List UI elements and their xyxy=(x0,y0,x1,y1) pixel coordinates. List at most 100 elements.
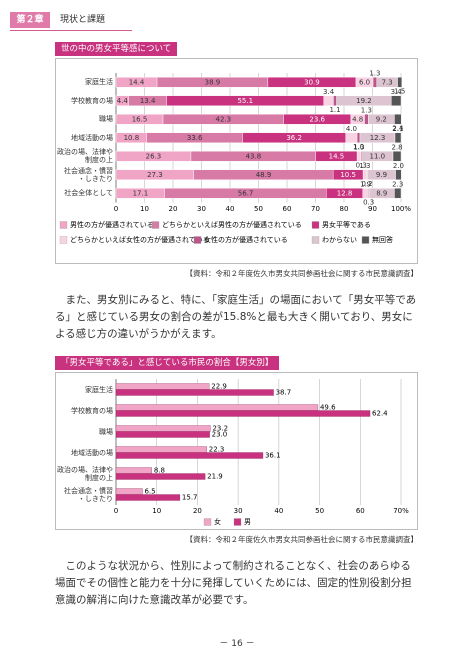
x-tick-label: 60 xyxy=(283,205,292,213)
legend-swatch xyxy=(361,236,370,244)
x-tick-label: 60 xyxy=(356,507,365,515)
data-label: 1.3 xyxy=(369,69,380,77)
chapter-label: 第２章 xyxy=(10,12,50,28)
x-tick-label: 30 xyxy=(197,205,206,213)
data-label: 1.1 xyxy=(329,106,340,114)
data-label: 12.3 xyxy=(370,134,386,142)
x-tick-label: 30 xyxy=(234,507,243,515)
data-label: 12.8 xyxy=(337,189,353,197)
bar-segment xyxy=(364,114,369,125)
bar-segment xyxy=(395,169,402,180)
legend-swatch xyxy=(59,236,68,244)
x-tick-label: 80 xyxy=(340,205,349,213)
data-label: 1.0 xyxy=(353,143,364,151)
legend-swatch xyxy=(233,518,242,526)
chart-frame: 0 10 20 30 40 50 60 70 80 90 100% 14.4 38.9 30.9 6.0 1.… xyxy=(55,58,418,264)
legend-swatch xyxy=(311,236,320,244)
x-tick-label: 20 xyxy=(193,507,202,515)
data-label: 0.3 xyxy=(363,198,374,206)
bar-segment xyxy=(362,188,369,199)
data-label: 13.4 xyxy=(140,97,156,105)
data-label: 11.0 xyxy=(370,152,386,160)
data-label: 1.3 xyxy=(353,143,364,151)
y-tick-label: 家庭生活 xyxy=(85,78,113,87)
paragraph: また、男女別にみると、特に、「家庭生活」の場面において「男女平等である」と感じて… xyxy=(55,294,417,340)
data-label: 1.3 xyxy=(359,162,370,170)
data-label: 23.6 xyxy=(309,115,325,123)
data-label: 2.3 xyxy=(392,180,403,188)
x-tick-label: 70% xyxy=(393,507,409,515)
data-label: 43.8 xyxy=(246,152,262,160)
legend-label: どちらかといえば女性の方が優遇されている xyxy=(70,235,210,244)
data-label: 48.9 xyxy=(256,171,272,179)
data-label: 56.7 xyxy=(238,189,254,197)
data-label: 0.2 xyxy=(362,180,373,188)
y-tick-label: 学校教育の場 xyxy=(71,406,113,415)
bar-segment xyxy=(397,77,403,88)
legend-label: 女 xyxy=(214,517,221,526)
bar xyxy=(115,467,152,474)
source: 【資料：令和２年度佐久市男女共同参画社会に関する市民意識調査】 xyxy=(185,269,419,278)
source: 【資料：令和２年度佐久市男女共同参画社会に関する市民意識調査】 xyxy=(185,535,419,544)
bar xyxy=(115,389,274,396)
data-label: 62.4 xyxy=(372,410,388,418)
y-tick-label: 社会全体として xyxy=(64,189,113,198)
legend-label: 無回答 xyxy=(372,235,393,244)
y-tick-label: 家庭生活 xyxy=(85,385,113,394)
y-tick-label: 政治の場、法律や 制度の上 xyxy=(57,148,113,165)
data-label: 16.5 xyxy=(132,115,148,123)
bar xyxy=(115,494,181,501)
bar-segment xyxy=(333,95,337,106)
x-tick-label: 40 xyxy=(226,205,235,213)
data-label: 15.7 xyxy=(182,494,198,502)
bar xyxy=(115,446,207,453)
data-label: 14.5 xyxy=(329,152,345,160)
y-tick-label: 学校教育の場 xyxy=(71,96,113,105)
bar-segment xyxy=(345,132,358,143)
bar-segment xyxy=(394,132,402,143)
data-label: 1.3 xyxy=(361,106,372,114)
data-label: 4.0 xyxy=(346,125,357,133)
x-tick-label: 10 xyxy=(140,205,149,213)
data-label: 27.3 xyxy=(147,171,163,179)
x-tick-label: 20 xyxy=(169,205,178,213)
data-label: 6.5 xyxy=(144,488,155,496)
data-label: 2.8 xyxy=(391,143,402,151)
bar xyxy=(115,404,319,411)
legend-swatch xyxy=(193,236,202,244)
data-label: 1.9 xyxy=(360,180,371,188)
data-label: 2.4 xyxy=(392,124,404,132)
data-label: 38.9 xyxy=(205,78,221,86)
y-tick-label: 政治の場、法律や 制度の上 xyxy=(57,465,113,482)
chart: 0 10 20 30 40 50 60 70% 22.9 38.7 49.6 62.4 23.223.0… xyxy=(114,379,409,526)
x-tick-label: 70 xyxy=(311,205,320,213)
data-label: 38.7 xyxy=(276,389,292,397)
bar xyxy=(115,473,206,480)
x-tick-label: 100% xyxy=(391,205,411,213)
x-tick-label: 10 xyxy=(152,507,161,515)
legend-label: 女性の方が優遇されている xyxy=(204,235,288,244)
data-label: 42.3 xyxy=(216,115,232,123)
paragraph: このような状況から、性別によって制約されることなく、社会のあらゆる場面でその個性… xyxy=(55,560,412,606)
data-label: 9.2 xyxy=(376,115,387,123)
bar-segment xyxy=(323,95,334,106)
y-tick-label: 職場 xyxy=(99,427,113,436)
legend-label: どちらかといえば男性の方が優遇されている xyxy=(162,220,302,229)
data-label: 19.2 xyxy=(356,97,372,105)
bar-segment xyxy=(356,151,362,162)
y-tick-label: 職場 xyxy=(99,115,113,124)
data-label: 0.3 xyxy=(356,161,367,169)
legend-label: 男 xyxy=(244,518,251,526)
data-label: 17.1 xyxy=(133,189,149,197)
bar xyxy=(115,410,371,417)
data-label: 22.3 xyxy=(209,446,225,454)
legend-swatch xyxy=(151,221,160,229)
section-title: 世の中の男女平等感について xyxy=(55,42,178,56)
chart-frame: 0 10 20 30 40 50 60 70% 22.9 38.7 49.6 62.4 23.2 23.0… xyxy=(55,372,418,530)
page-number: － 16 － xyxy=(219,639,255,649)
data-label: 7.3 xyxy=(382,78,393,86)
data-label: 49.6 xyxy=(320,404,336,412)
legend-label: 男女平等である xyxy=(322,220,371,229)
x-tick-label: 40 xyxy=(274,507,283,515)
bar-segment xyxy=(391,95,402,106)
